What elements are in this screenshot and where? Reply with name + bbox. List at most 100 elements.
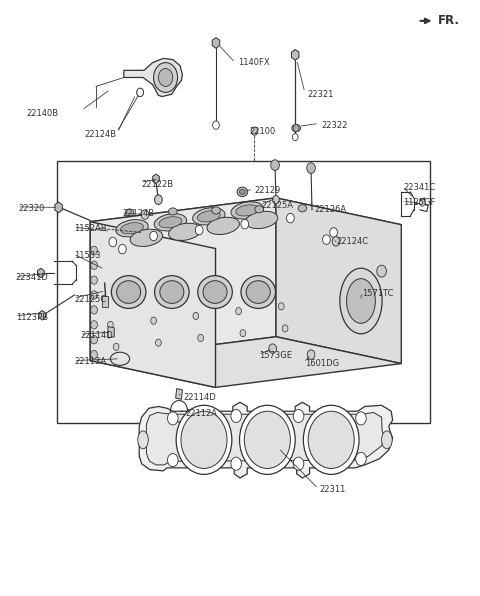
Text: 1152AB: 1152AB xyxy=(74,224,107,233)
Text: 22124B: 22124B xyxy=(84,129,116,139)
Circle shape xyxy=(91,261,97,269)
Text: 22112A: 22112A xyxy=(186,409,218,418)
Circle shape xyxy=(168,454,178,467)
Ellipse shape xyxy=(155,275,189,309)
Circle shape xyxy=(240,405,295,474)
Text: FR.: FR. xyxy=(438,14,460,27)
Ellipse shape xyxy=(168,223,201,241)
Ellipse shape xyxy=(207,217,240,235)
Text: 22100: 22100 xyxy=(250,126,276,136)
Text: 1601DG: 1601DG xyxy=(305,359,339,368)
Circle shape xyxy=(278,303,284,310)
Polygon shape xyxy=(108,327,114,338)
Polygon shape xyxy=(90,198,276,361)
Ellipse shape xyxy=(111,275,146,309)
Circle shape xyxy=(198,334,204,342)
Circle shape xyxy=(168,412,178,425)
Circle shape xyxy=(356,412,366,425)
Polygon shape xyxy=(212,38,220,48)
Circle shape xyxy=(181,411,227,468)
Text: 22124B: 22124B xyxy=(122,209,155,219)
Circle shape xyxy=(156,339,161,346)
Ellipse shape xyxy=(298,204,307,212)
Ellipse shape xyxy=(197,211,220,222)
Ellipse shape xyxy=(138,431,148,449)
Text: 22125C: 22125C xyxy=(74,294,107,304)
Text: 22320: 22320 xyxy=(18,203,45,213)
Ellipse shape xyxy=(382,431,392,449)
Circle shape xyxy=(420,199,425,206)
Text: 22140B: 22140B xyxy=(26,108,59,118)
Ellipse shape xyxy=(212,207,220,214)
Ellipse shape xyxy=(255,206,264,213)
Circle shape xyxy=(292,134,298,141)
Polygon shape xyxy=(276,198,401,364)
Circle shape xyxy=(287,213,294,223)
Circle shape xyxy=(109,237,117,247)
Circle shape xyxy=(293,409,304,423)
Polygon shape xyxy=(176,389,182,399)
Circle shape xyxy=(91,336,97,344)
Circle shape xyxy=(332,237,340,246)
Text: 22122B: 22122B xyxy=(142,180,174,190)
Circle shape xyxy=(213,121,219,129)
Text: 11533: 11533 xyxy=(74,250,101,260)
Circle shape xyxy=(293,457,304,470)
Circle shape xyxy=(282,325,288,332)
Text: 1573GE: 1573GE xyxy=(259,351,292,361)
Circle shape xyxy=(236,308,241,315)
Circle shape xyxy=(195,225,203,235)
Circle shape xyxy=(330,228,337,237)
Ellipse shape xyxy=(159,217,182,228)
Text: 1571TC: 1571TC xyxy=(362,288,394,298)
Circle shape xyxy=(113,343,119,350)
Circle shape xyxy=(303,405,359,474)
Circle shape xyxy=(151,317,156,324)
Ellipse shape xyxy=(192,207,225,225)
Polygon shape xyxy=(146,412,384,465)
Circle shape xyxy=(269,344,276,353)
Ellipse shape xyxy=(340,268,382,334)
Circle shape xyxy=(158,69,173,86)
Circle shape xyxy=(91,306,97,314)
Polygon shape xyxy=(90,198,401,249)
Circle shape xyxy=(154,63,178,92)
Text: 22341D: 22341D xyxy=(16,273,48,283)
Ellipse shape xyxy=(245,211,278,229)
Circle shape xyxy=(241,219,249,229)
Circle shape xyxy=(91,350,97,359)
Circle shape xyxy=(137,88,144,97)
Ellipse shape xyxy=(231,201,264,219)
Circle shape xyxy=(377,265,386,277)
Ellipse shape xyxy=(292,125,300,132)
Ellipse shape xyxy=(236,205,259,216)
Circle shape xyxy=(108,321,113,328)
Polygon shape xyxy=(139,402,393,478)
Circle shape xyxy=(91,276,97,284)
Ellipse shape xyxy=(246,281,270,303)
Circle shape xyxy=(193,312,199,319)
Ellipse shape xyxy=(237,187,248,197)
Polygon shape xyxy=(153,174,159,184)
Circle shape xyxy=(155,195,162,204)
Circle shape xyxy=(244,411,290,468)
Polygon shape xyxy=(124,58,182,97)
Text: 22341C: 22341C xyxy=(403,183,435,193)
Circle shape xyxy=(271,160,279,170)
Circle shape xyxy=(137,88,144,97)
Text: 1123PB: 1123PB xyxy=(16,312,48,322)
Circle shape xyxy=(150,231,157,241)
Polygon shape xyxy=(291,49,299,60)
Text: 1140FX: 1140FX xyxy=(238,58,269,67)
Ellipse shape xyxy=(347,279,375,324)
Bar xyxy=(57,161,430,423)
Circle shape xyxy=(293,125,299,132)
Polygon shape xyxy=(90,337,401,387)
Text: 1125GF: 1125GF xyxy=(403,198,435,207)
Circle shape xyxy=(273,195,279,204)
Circle shape xyxy=(176,405,232,474)
Circle shape xyxy=(240,330,246,337)
Circle shape xyxy=(307,163,315,173)
Ellipse shape xyxy=(154,213,187,231)
Circle shape xyxy=(323,235,330,244)
